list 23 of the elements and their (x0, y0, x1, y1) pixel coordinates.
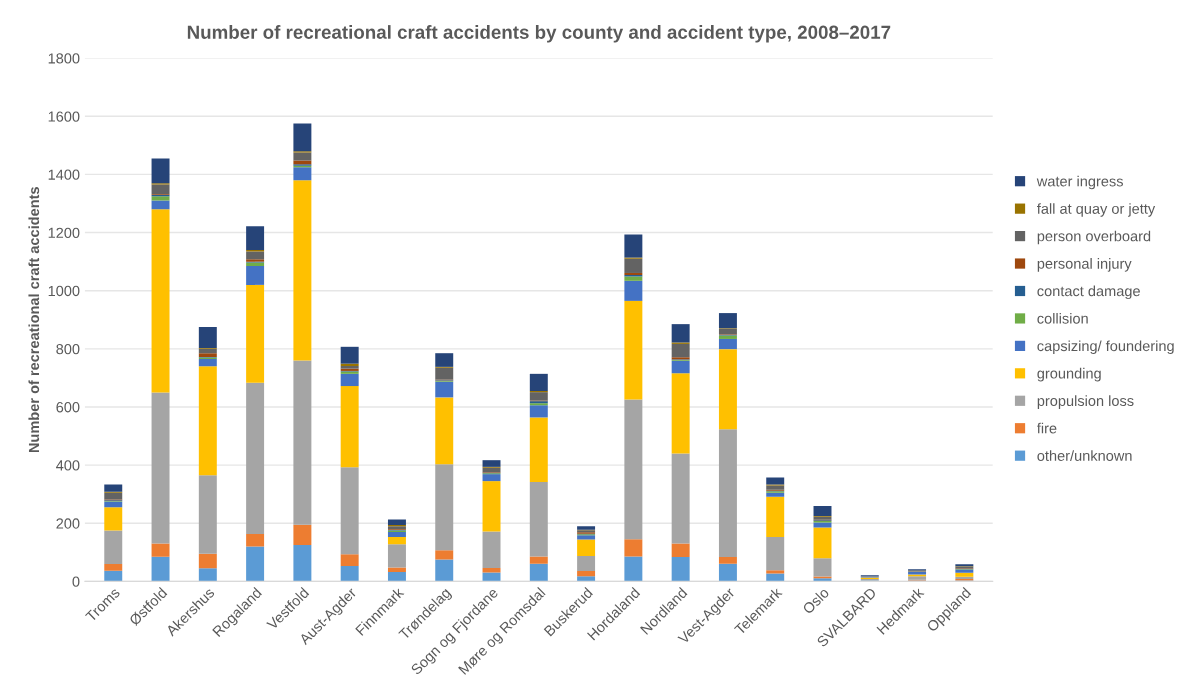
legend-label: other/unknown (1037, 450, 1132, 461)
chart-title: Number of recreational craft accidents by county and accident type, 2008–2017 (187, 25, 891, 43)
y-tick-label: 1400 (48, 169, 80, 180)
legend-label: capsizing/ foundering (1037, 340, 1174, 355)
legend-label: person overboard (1037, 230, 1151, 245)
legend-label: propulsion loss (1037, 395, 1134, 409)
legend-label: water ingress (1036, 175, 1123, 190)
legend-label: contact damage (1037, 285, 1140, 300)
legend-label: fall at quay or jetty (1037, 203, 1156, 217)
y-tick-label: 800 (56, 343, 80, 355)
legend-label: personal injury (1037, 258, 1132, 272)
y-tick-label: 1200 (48, 227, 80, 238)
legend-label: fire (1037, 422, 1057, 434)
y-tick-label: 400 (56, 460, 80, 471)
y-tick-label: 600 (56, 402, 80, 413)
y-tick-label: 0 (72, 576, 80, 587)
legend-label: grounding (1037, 367, 1101, 382)
y-tick-label: 1800 (48, 53, 80, 64)
y-axis-title: Number of recreational craft accidents (28, 187, 40, 453)
legend-label: collision (1037, 312, 1088, 324)
y-tick-label: 1600 (48, 111, 80, 122)
y-tick-label: 1000 (48, 285, 80, 297)
y-tick-label: 200 (56, 518, 80, 529)
